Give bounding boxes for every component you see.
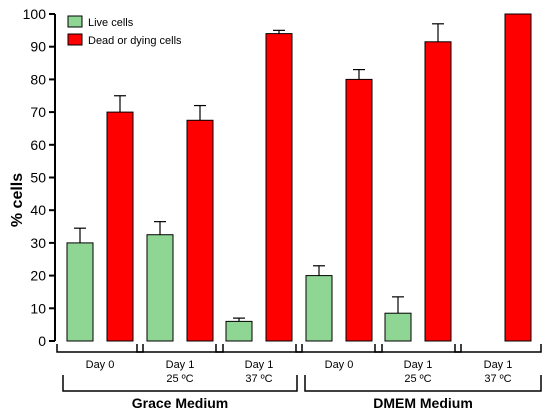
bar-dead	[265, 33, 293, 342]
bar-dead	[345, 78, 373, 342]
y-tick-label: 10	[30, 300, 46, 316]
legend-label: Dead or dying cells	[88, 35, 182, 47]
x-axis: Day 0 Day 1 25 ºC Day 1 37 ºC Day 0 Day 1 25 ºC…	[56, 344, 542, 411]
category-label: Day 0	[325, 359, 354, 371]
category-sublabel: 25 ºC	[166, 373, 193, 385]
category-bracket	[295, 344, 383, 353]
group-label: Grace Medium	[132, 395, 228, 411]
group-bracket	[304, 375, 542, 392]
bars	[66, 13, 532, 342]
bar-live	[146, 234, 174, 342]
category-label: Day 1	[166, 359, 195, 371]
legend-swatch	[67, 15, 83, 28]
y-tick-label: 40	[30, 202, 46, 218]
category-bracket	[374, 344, 462, 353]
y-tick-label: 90	[30, 39, 46, 55]
bar-dead	[186, 119, 214, 342]
bar-dead	[424, 41, 452, 342]
bar-live	[305, 275, 333, 342]
y-tick-label: 20	[30, 268, 46, 284]
y-axis-label: % cells	[9, 173, 26, 227]
y-tick-label: 60	[30, 137, 46, 153]
group-label: DMEM Medium	[373, 395, 473, 411]
bar-live	[66, 242, 94, 342]
y-tick-label: 0	[38, 333, 46, 349]
y-tick-label: 30	[30, 235, 46, 251]
bar-dead	[504, 13, 532, 342]
y-tick-label: 70	[30, 104, 46, 120]
category-sublabel: 37 ºC	[245, 373, 272, 385]
category-bracket	[454, 344, 542, 353]
category-label: Day 1	[245, 359, 274, 371]
y-axis: 0 10 20 30 40 50 60 70 80 90 100	[23, 6, 56, 349]
bar-dead	[106, 111, 134, 342]
bar-live	[225, 320, 253, 342]
y-tick-label: 50	[30, 170, 46, 186]
category-sublabel: 37 ºC	[484, 373, 511, 385]
group-bracket	[62, 375, 298, 392]
category-bracket	[136, 344, 224, 353]
legend-swatch	[67, 33, 83, 46]
y-tick-label: 100	[23, 6, 47, 22]
category-label: Day 1	[484, 359, 513, 371]
category-bracket	[215, 344, 303, 353]
category-sublabel: 25 ºC	[404, 373, 431, 385]
y-tick-label: 80	[30, 71, 46, 87]
category-bracket	[56, 344, 144, 353]
legend: Live cells Dead or dying cells	[67, 15, 182, 47]
category-label: Day 1	[404, 359, 433, 371]
category-label: Day 0	[86, 359, 115, 371]
legend-label: Live cells	[88, 17, 134, 29]
bar-live	[384, 312, 412, 342]
